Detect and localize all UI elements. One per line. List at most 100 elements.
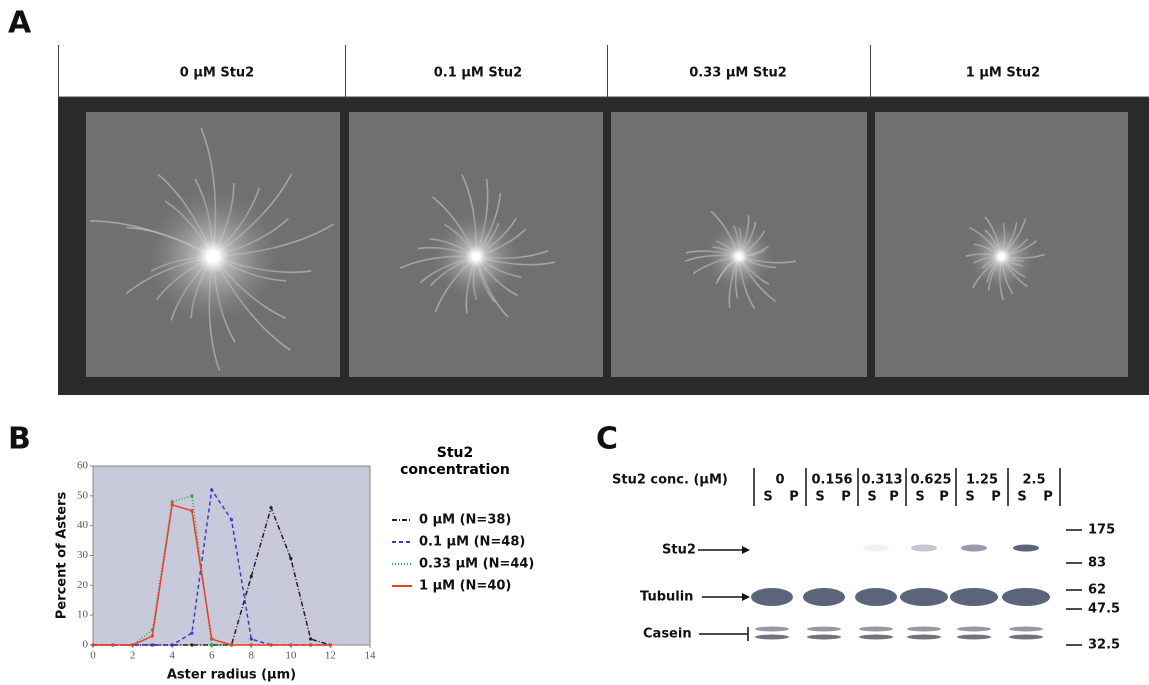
- aster-center: [431, 211, 522, 302]
- marker-label: 83: [1088, 556, 1106, 571]
- data-point: [309, 643, 312, 646]
- casein-band: [755, 635, 789, 640]
- tubulin-band: [900, 588, 948, 606]
- y-tick-label: 30: [77, 549, 89, 561]
- data-point: [210, 488, 213, 491]
- data-point: [171, 503, 174, 506]
- figure-canvas: A B C 0 μM Stu20.1 μM Stu20.33 μM Stu21 …: [0, 0, 1149, 685]
- data-point: [171, 500, 174, 503]
- arrow-head: [742, 546, 750, 554]
- column-label: 1 μM Stu2: [966, 66, 1040, 81]
- x-axis-label: Aster radius (μm): [167, 668, 296, 683]
- stu2-band: [1013, 545, 1039, 552]
- tubulin-band: [751, 588, 793, 606]
- casein-band: [859, 635, 893, 640]
- data-point: [151, 643, 154, 646]
- marker-label: 62: [1088, 583, 1106, 598]
- lane-label: S: [965, 490, 974, 505]
- lane-label: P: [841, 490, 851, 505]
- lane-label: S: [915, 490, 924, 505]
- x-tick-label: 0: [90, 650, 96, 662]
- data-point: [309, 637, 312, 640]
- data-point: [289, 557, 292, 560]
- data-point: [289, 643, 292, 646]
- stu2-band: [961, 545, 987, 552]
- tubulin-band: [950, 588, 998, 606]
- data-point: [190, 509, 193, 512]
- lane-label: P: [939, 490, 949, 505]
- casein-band: [755, 627, 789, 632]
- aster-center: [704, 222, 774, 292]
- x-tick-label: 2: [130, 650, 136, 662]
- casein-band: [859, 627, 893, 632]
- data-point: [91, 643, 94, 646]
- y-tick-label: 60: [77, 460, 89, 472]
- figure: A B C 0 μM Stu20.1 μM Stu20.33 μM Stu21 …: [0, 0, 1149, 685]
- concentration-label: 0.313: [861, 473, 902, 488]
- lane-label: P: [1043, 490, 1053, 505]
- y-tick-label: 20: [77, 579, 89, 591]
- column-label: 0.33 μM Stu2: [689, 66, 787, 81]
- arrow-head: [742, 593, 750, 601]
- x-tick-label: 14: [365, 650, 377, 662]
- lane-label: S: [815, 490, 824, 505]
- data-point: [230, 643, 233, 646]
- casein-band: [907, 627, 941, 632]
- casein-band: [957, 627, 991, 632]
- y-tick-label: 0: [83, 639, 89, 651]
- x-tick-label: 8: [249, 650, 255, 662]
- legend-label: 0.33 μM (N=44): [419, 557, 534, 572]
- data-point: [111, 643, 114, 646]
- tubulin-band: [1002, 588, 1050, 606]
- concentration-label: 0: [775, 473, 784, 488]
- concentration-label: 0.625: [910, 473, 951, 488]
- casein-band: [1009, 627, 1043, 632]
- y-tick-label: 10: [77, 609, 89, 621]
- lane-label: P: [789, 490, 799, 505]
- y-axis-label: Percent of Asters: [55, 492, 70, 620]
- x-tick-label: 10: [285, 650, 297, 662]
- data-point: [250, 575, 253, 578]
- casein-band: [1009, 635, 1043, 640]
- data-point: [210, 637, 213, 640]
- row-label: Casein: [643, 627, 692, 642]
- data-point: [190, 631, 193, 634]
- lane-label: P: [991, 490, 1001, 505]
- data-point: [151, 634, 154, 637]
- panel-label: A: [8, 6, 32, 41]
- casein-band: [807, 635, 841, 640]
- lane-label: S: [763, 490, 772, 505]
- lane-label: S: [1017, 490, 1026, 505]
- stu2-band: [863, 545, 889, 552]
- data-point: [250, 637, 253, 640]
- data-point: [250, 643, 253, 646]
- concentration-label: 0.156: [811, 473, 852, 488]
- plot-area: [93, 466, 370, 645]
- stu2-band: [911, 545, 937, 552]
- legend-label: 0.1 μM (N=48): [419, 535, 525, 550]
- concentration-label: 2.5: [1022, 473, 1045, 488]
- lane-label: S: [867, 490, 876, 505]
- panel-label: C: [596, 422, 618, 457]
- lane-label: P: [889, 490, 899, 505]
- column-label: 0 μM Stu2: [180, 66, 254, 81]
- casein-band: [957, 635, 991, 640]
- data-point: [171, 643, 174, 646]
- x-tick-label: 6: [209, 650, 215, 662]
- legend-label: 1 μM (N=40): [419, 579, 511, 594]
- marker-label: 32.5: [1088, 638, 1120, 653]
- data-point: [131, 643, 134, 646]
- row-label: Stu2: [662, 543, 696, 558]
- data-point: [230, 518, 233, 521]
- y-tick-label: 40: [77, 519, 89, 531]
- data-point: [269, 643, 272, 646]
- x-tick-label: 4: [169, 650, 175, 662]
- casein-band: [807, 627, 841, 632]
- data-point: [329, 643, 332, 646]
- data-point: [210, 643, 213, 646]
- y-tick-label: 50: [77, 489, 89, 501]
- aster-center: [143, 187, 283, 327]
- column-label: 0.1 μM Stu2: [434, 66, 522, 81]
- legend-label: 0 μM (N=38): [419, 513, 511, 528]
- marker-label: 175: [1088, 523, 1115, 538]
